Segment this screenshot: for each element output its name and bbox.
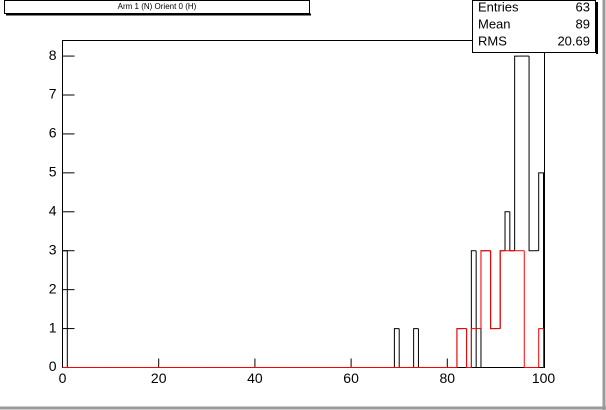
x-tick-label: 60 bbox=[343, 370, 359, 386]
x-tick-label: 0 bbox=[59, 370, 67, 386]
histogram-bin bbox=[528, 56, 534, 252]
y-tick-label: 3 bbox=[49, 241, 57, 257]
stats-value: 20.69 bbox=[557, 33, 590, 48]
stats-value: 63 bbox=[576, 0, 590, 14]
y-tick-label: 8 bbox=[49, 47, 57, 63]
histogram-bin bbox=[480, 250, 486, 329]
y-tick-label: 6 bbox=[49, 125, 57, 141]
histogram-bin bbox=[538, 172, 544, 368]
y-tick-label: 2 bbox=[49, 280, 57, 296]
histogram-bin bbox=[393, 328, 400, 368]
histogram-bin bbox=[523, 250, 530, 368]
histogram-bin bbox=[538, 328, 544, 368]
stats-label: Mean bbox=[478, 16, 511, 31]
x-tick-label: 80 bbox=[440, 370, 456, 386]
histogram-bin bbox=[470, 328, 477, 368]
histogram-bin bbox=[413, 328, 419, 368]
histogram-bin bbox=[514, 55, 520, 251]
histogram-bin bbox=[456, 328, 462, 368]
y-tick-label: 4 bbox=[49, 202, 57, 218]
x-tick-label: 40 bbox=[247, 370, 263, 386]
histogram-bin bbox=[490, 250, 496, 330]
chart-title: Arm 1 (N) Orient 0 (H) bbox=[118, 2, 197, 11]
stats-box bbox=[472, 0, 596, 53]
y-tick-label: 7 bbox=[49, 86, 57, 102]
stats-value: 89 bbox=[576, 16, 590, 31]
histogram-bin bbox=[475, 250, 481, 368]
x-tick-label: 100 bbox=[532, 370, 556, 386]
histogram-bin bbox=[62, 250, 68, 368]
histogram-bin bbox=[499, 250, 506, 329]
y-tick-label: 0 bbox=[49, 358, 57, 374]
histogram-bin bbox=[466, 328, 472, 368]
y-tick-label: 1 bbox=[49, 319, 57, 335]
y-tick-label: 5 bbox=[49, 164, 57, 180]
x-tick-label: 20 bbox=[151, 370, 167, 386]
stats-label: RMS bbox=[478, 33, 507, 48]
histogram-bin bbox=[504, 211, 510, 251]
stats-label: Entries bbox=[478, 0, 519, 14]
